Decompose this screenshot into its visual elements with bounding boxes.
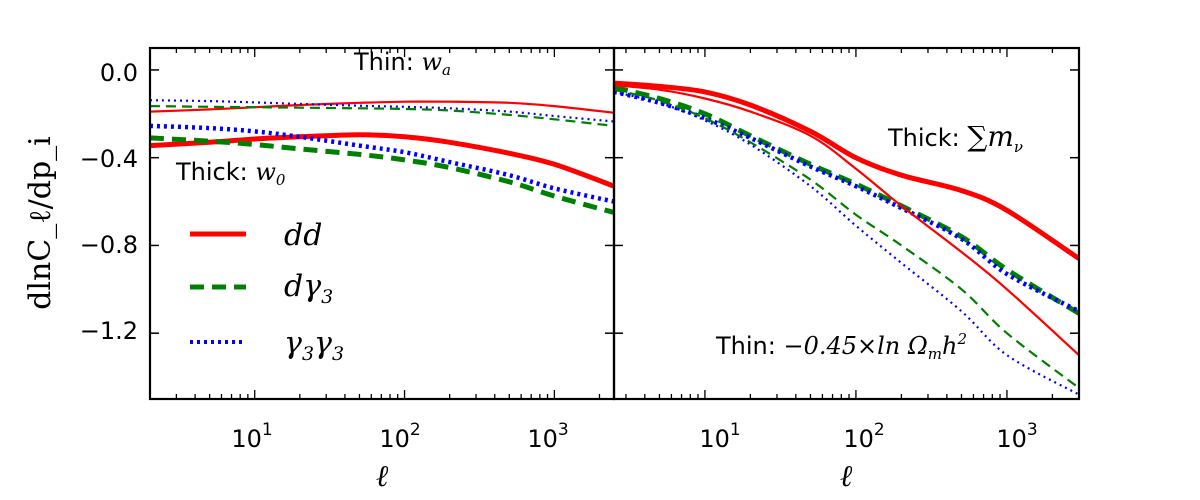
- x-tick-label: 102: [379, 420, 420, 453]
- series-line: [150, 132, 614, 189]
- x-tick-label: 103: [996, 420, 1037, 453]
- series-line: [614, 85, 1079, 316]
- y-tick-label: −0.8: [80, 231, 138, 259]
- annotation-thin-wa: Thin: wa: [353, 48, 451, 79]
- legend: dd dγ3 γ3γ3: [190, 218, 344, 365]
- series-line: [150, 135, 614, 215]
- x-tick-label: 102: [843, 420, 884, 453]
- y-tick-labels: 0.0 −0.4 −0.8 −1.2: [80, 59, 138, 345]
- y-tick-label: 0.0: [100, 59, 138, 87]
- legend-label-dd: dd: [284, 218, 322, 253]
- series-line: [614, 80, 1079, 261]
- y-tick-label: −0.4: [80, 145, 138, 173]
- x-tick-labels-left: 101 102 103: [231, 420, 568, 453]
- x-tick-label: 101: [699, 420, 740, 453]
- x-tick-label: 103: [527, 420, 568, 453]
- annotation-thin-omega: Thin: −0.45×ln Ωmh2: [715, 330, 967, 363]
- panel-left-area: [150, 48, 614, 399]
- annotation-thick-sum-mnu: Thick: ∑mν: [887, 120, 1023, 156]
- series-line: [150, 100, 614, 114]
- legend-label-gamma3gamma3: γ3γ3: [284, 326, 344, 365]
- y-tick-label: −1.2: [80, 317, 138, 345]
- series-line: [150, 105, 614, 127]
- x-tick-labels-right: 101 102 103: [699, 420, 1037, 453]
- x-tick-label: 101: [231, 420, 272, 453]
- legend-label-dgamma3: dγ3: [284, 269, 333, 308]
- x-axis-label-right: ℓ: [840, 459, 853, 494]
- series-line: [614, 84, 1079, 356]
- panel-left-series: [150, 99, 614, 215]
- annotation-thick-w0: Thick: w0: [175, 158, 286, 189]
- series-line: [150, 123, 614, 204]
- series-line: [614, 89, 1079, 314]
- y-axis-label: dlnC_ℓ/dp_i: [23, 136, 58, 310]
- panel-right-series: [614, 80, 1079, 396]
- x-axis-label-left: ℓ: [376, 459, 389, 494]
- panel-right-frame: [612, 46, 1081, 401]
